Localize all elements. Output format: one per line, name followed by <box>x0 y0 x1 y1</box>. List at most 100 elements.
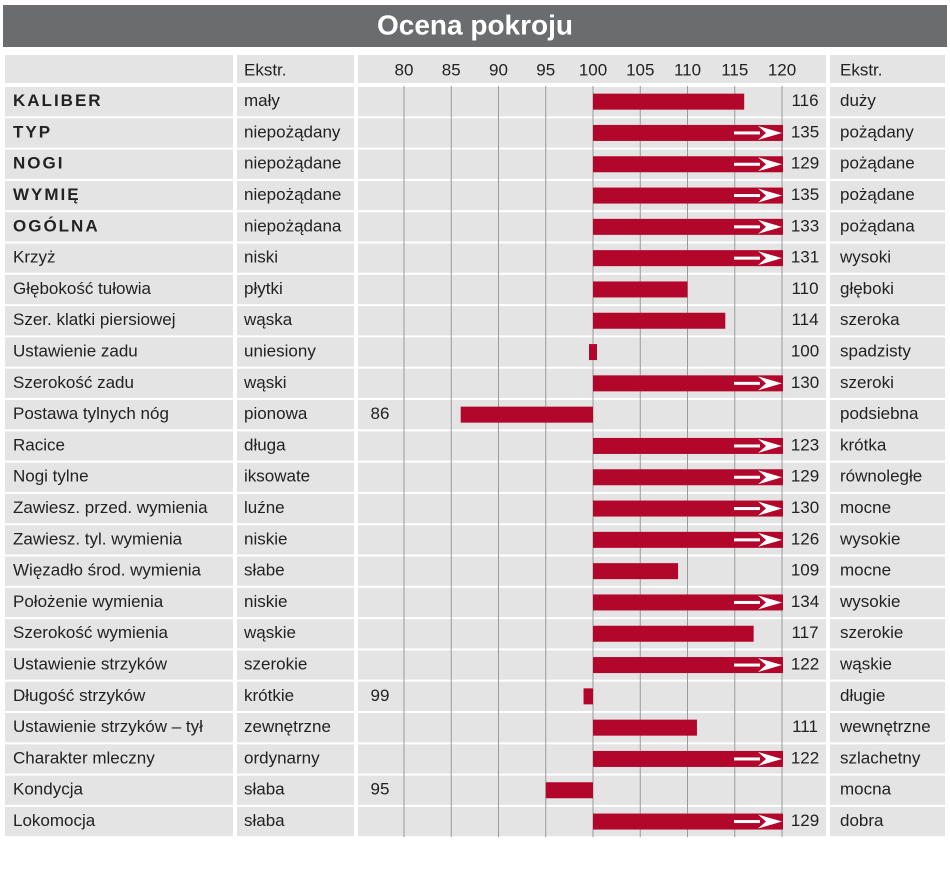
category-label: Więzadło środ. wymienia <box>13 561 202 580</box>
x-tick-label: 120 <box>768 60 796 79</box>
row-cell <box>237 337 354 367</box>
category-label: Ustawienie strzyków <box>13 655 168 674</box>
row-cell <box>237 212 354 242</box>
low-extreme-label: luźne <box>244 498 285 517</box>
x-tick-label: 90 <box>489 60 508 79</box>
value-label: 100 <box>791 342 819 361</box>
overflow-stripe <box>734 538 760 542</box>
category-label: TYP <box>13 122 52 141</box>
row-cell <box>237 681 354 711</box>
category-label: Postawa tylnych nóg <box>13 404 169 423</box>
overflow-arrow <box>758 157 782 172</box>
bar <box>593 469 783 486</box>
high-extreme-label: mocne <box>840 561 891 580</box>
overflow-arrow <box>758 595 782 610</box>
row-cell <box>358 306 826 336</box>
row-cell <box>237 149 354 179</box>
row-cell <box>237 274 354 305</box>
value-label: 135 <box>791 122 819 141</box>
row-cell <box>5 525 233 555</box>
category-label: Głębokość tułowia <box>13 279 152 298</box>
category-label: Szer. klatki piersiowej <box>13 310 176 329</box>
overflow-arrow <box>758 470 782 485</box>
low-extreme-label: mały <box>244 91 280 110</box>
overflow-stripe <box>734 131 760 135</box>
bar <box>593 281 688 298</box>
value-label: 122 <box>791 655 819 674</box>
row-cell <box>5 744 233 774</box>
row-cell <box>830 306 945 336</box>
overflow-stripe <box>734 820 760 824</box>
row-cell <box>5 806 233 837</box>
bar <box>593 500 783 517</box>
x-tick-label: 85 <box>442 60 461 79</box>
high-extreme-label: szeroki <box>840 373 894 392</box>
row-cell <box>5 180 233 211</box>
category-label: Lokomocja <box>13 811 96 830</box>
row-cell <box>5 681 233 711</box>
high-extreme-label: wewnętrzne <box>839 717 931 736</box>
high-extreme-label: pożądany <box>840 122 914 141</box>
high-extreme-label: wysokie <box>839 592 900 611</box>
low-extreme-label: wąski <box>243 373 287 392</box>
bar <box>593 625 754 642</box>
category-label: Kondycja <box>13 780 83 799</box>
overflow-arrow <box>758 125 782 140</box>
x-tick-label: 115 <box>721 60 748 79</box>
high-extreme-label: szlachetny <box>840 748 921 767</box>
overflow-stripe <box>734 444 760 448</box>
value-label: 114 <box>791 310 818 329</box>
value-label: 95 <box>371 780 390 799</box>
low-extreme-label: pionowa <box>244 404 308 423</box>
row-cell <box>830 556 945 586</box>
row-cell <box>237 619 354 649</box>
row-cell <box>830 525 945 555</box>
high-extreme-label: głęboki <box>840 279 894 298</box>
chart-title: Ocena pokroju <box>377 9 573 40</box>
overflow-stripe <box>734 256 760 260</box>
row-cell <box>830 400 945 430</box>
high-extreme-label: pożądane <box>840 154 915 173</box>
header-cell <box>830 55 945 83</box>
category-label: Racice <box>13 435 65 454</box>
bar <box>593 750 783 767</box>
low-extreme-label: długa <box>244 435 286 454</box>
category-label: Długość strzyków <box>13 686 146 705</box>
category-label: Krzyż <box>13 248 56 267</box>
overflow-arrow <box>758 658 782 673</box>
row-cell <box>830 337 945 367</box>
high-extreme-label: wysokie <box>839 529 900 548</box>
row-cell <box>5 713 233 743</box>
row-cell <box>5 650 233 680</box>
row-cell <box>830 587 945 618</box>
row-cell <box>830 744 945 774</box>
row-cell <box>237 493 354 524</box>
title-bar <box>3 5 947 47</box>
low-extreme-label: niepożądane <box>244 154 341 173</box>
bar <box>589 344 597 361</box>
high-extreme-label: długie <box>840 686 885 705</box>
bar <box>593 124 783 141</box>
bar <box>593 657 783 674</box>
value-label: 129 <box>791 811 819 830</box>
row-cell <box>830 713 945 743</box>
category-label: OGÓLNA <box>13 216 100 235</box>
row-cell <box>237 431 354 461</box>
high-extreme-label: mocne <box>840 498 891 517</box>
value-label: 117 <box>791 623 818 642</box>
bar <box>593 93 745 110</box>
bar <box>583 688 593 705</box>
value-label: 135 <box>791 185 819 204</box>
category-label: Szerokość zadu <box>13 373 134 392</box>
row-cell <box>237 462 354 492</box>
category-label: WYMIĘ <box>13 185 81 204</box>
row-cell <box>5 306 233 336</box>
category-label: Zawiesz. tyl. wymienia <box>13 529 183 548</box>
high-extreme-label: mocna <box>840 780 892 799</box>
row-cell <box>358 713 826 743</box>
low-extreme-label: niskie <box>244 529 287 548</box>
row-cell <box>830 493 945 524</box>
bar <box>593 218 783 235</box>
x-tick-label: 95 <box>536 60 555 79</box>
high-extreme-label: pożądane <box>840 185 915 204</box>
